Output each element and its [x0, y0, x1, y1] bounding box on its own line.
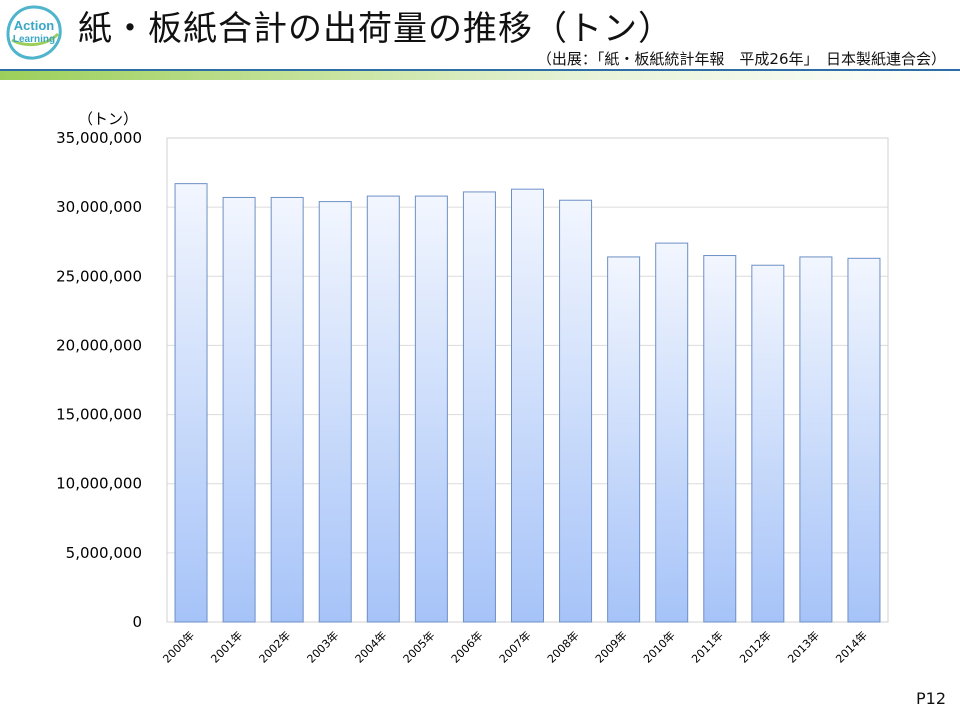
- y-tick-label: 10,000,000: [56, 475, 142, 493]
- x-tick-label: 2004年: [352, 628, 389, 665]
- y-tick-label: 0: [132, 613, 142, 631]
- x-axis-ticks: 2000年 2001年 2002年 2003年 2004年 2005年 2006年 2007年…: [160, 628, 870, 665]
- bar-2008年: [559, 199, 593, 623]
- x-tick-label: 2006年: [448, 628, 485, 665]
- source-note: （出展：「紙・板紙統計年報 平成26年」 日本製紙連合会）: [536, 50, 946, 68]
- bar-2013年: [799, 256, 833, 623]
- bar-2000年: [174, 183, 208, 623]
- bar-2002年: [270, 196, 304, 623]
- bar-2009年: [607, 256, 641, 623]
- bar-2005年: [414, 195, 448, 623]
- y-tick-label: 35,000,000: [56, 129, 142, 147]
- y-axis-ticks: 0 5,000,000 10,000,000 15,000,000 20,000,000…: [56, 129, 142, 631]
- y-tick-label: 30,000,000: [56, 198, 142, 216]
- title-underline-band: [0, 70, 960, 80]
- page-title: 紙・板紙合計の出荷量の推移（トン）: [78, 9, 673, 49]
- bar-2010年: [655, 242, 689, 623]
- x-tick-label: 2002年: [256, 628, 293, 665]
- x-tick-label: 2010年: [640, 628, 677, 665]
- y-tick-label: 5,000,000: [66, 544, 142, 562]
- x-tick-label: 2000年: [160, 628, 197, 665]
- x-tick-label: 2003年: [304, 628, 341, 665]
- y-axis-unit-label: （トン）: [78, 110, 138, 128]
- y-tick-label: 20,000,000: [56, 336, 142, 354]
- bar-2006年: [462, 191, 496, 623]
- x-tick-label: 2014年: [833, 628, 870, 665]
- bar-2001年: [222, 196, 256, 623]
- x-tick-label: 2012年: [736, 628, 773, 665]
- bar-2003年: [318, 201, 352, 623]
- bar-2007年: [511, 188, 544, 623]
- page-number: P12: [915, 689, 946, 708]
- x-tick-label: 2007年: [496, 628, 533, 665]
- action-learning-logo: Action Learning: [6, 5, 62, 60]
- x-tick-label: 2008年: [544, 628, 581, 665]
- y-tick-label: 15,000,000: [56, 406, 142, 424]
- x-tick-label: 2013年: [785, 628, 822, 665]
- bar-2014年: [847, 257, 881, 623]
- x-tick-label: 2001年: [208, 628, 245, 665]
- title-underline-rule: [0, 69, 960, 71]
- logo-text-action: Action: [14, 18, 55, 33]
- x-tick-label: 2009年: [592, 628, 629, 665]
- x-tick-label: 2005年: [400, 628, 437, 665]
- bars: [174, 183, 881, 623]
- bar-2011年: [703, 255, 737, 623]
- x-tick-label: 2011年: [688, 628, 725, 665]
- logo-text-learning: Learning: [13, 34, 55, 45]
- y-tick-label: 25,000,000: [56, 267, 142, 285]
- bar-2012年: [751, 264, 785, 623]
- bar-2004年: [366, 195, 400, 623]
